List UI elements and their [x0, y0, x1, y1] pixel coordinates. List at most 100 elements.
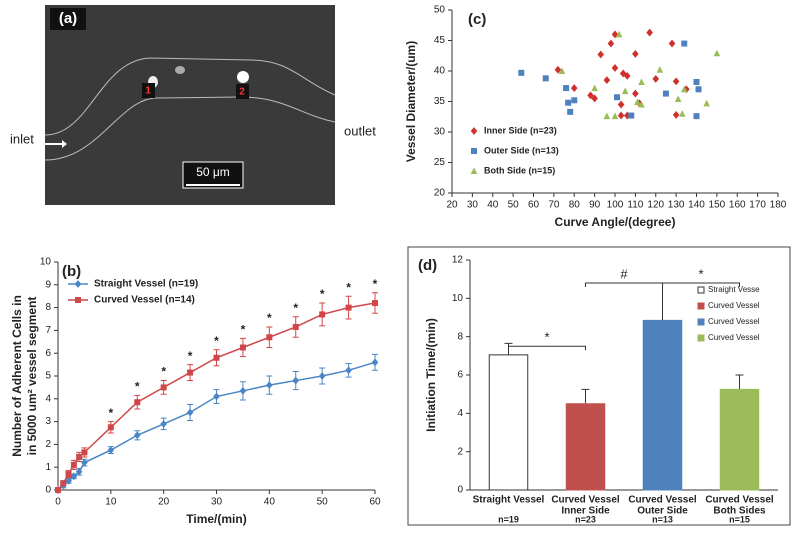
marker [471, 148, 477, 154]
y-tick-label: 1 [45, 462, 51, 473]
bracket-label: * [698, 266, 703, 281]
cell [237, 71, 249, 83]
y-tick-label: 50 [434, 5, 446, 16]
y-tick-label: 4 [45, 393, 51, 404]
marker [591, 84, 598, 92]
n-label: n=19 [498, 514, 519, 524]
marker [345, 304, 352, 311]
marker [371, 358, 379, 367]
marker [668, 39, 676, 48]
legend-swatch [697, 286, 705, 294]
marker [680, 85, 688, 93]
y-tick-label: 0 [45, 485, 51, 496]
marker [617, 111, 625, 120]
y-tick-label: 5 [45, 371, 51, 382]
legend-label: Straight Vesse [708, 285, 760, 294]
bracket-label: # [620, 266, 628, 281]
x-tick-label: Straight Vessel [473, 495, 545, 506]
y-tick-label: 6 [45, 348, 51, 359]
panel-frame [407, 246, 791, 526]
y-tick-label: 0 [457, 485, 463, 496]
x-tick-label: 0 [55, 497, 61, 508]
y-tick-label: 8 [457, 331, 463, 342]
legend-label: Inner Side (n=23) [484, 125, 557, 135]
marker [213, 392, 220, 401]
image-panel: (a) 1 2 inlet outlet 50 μm [10, 5, 376, 205]
marker [563, 85, 570, 92]
panel-label: (d) [418, 257, 437, 274]
marker [611, 112, 619, 120]
marker [570, 84, 578, 92]
x-tick-label: 10 [105, 497, 117, 508]
inlet-label: inlet [10, 131, 34, 146]
x-tick-label: 120 [647, 200, 664, 211]
marker [678, 110, 686, 117]
x-tick-label: 100 [607, 200, 624, 211]
x-tick-label: 60 [528, 200, 540, 211]
marker [186, 408, 194, 417]
vessel-wall [44, 96, 336, 161]
marker [239, 386, 247, 395]
x-tick-label: 180 [770, 200, 787, 211]
marker [266, 334, 273, 341]
marker [542, 75, 549, 82]
marker [713, 49, 721, 57]
marker [571, 97, 578, 104]
x-axis-title: Time/(min) [186, 512, 246, 526]
marker [634, 98, 641, 106]
marker [65, 476, 72, 485]
significance-mark: * [373, 277, 378, 291]
outlet-label: outlet [344, 123, 376, 138]
legend-swatch [697, 318, 705, 326]
significance-mark: * [293, 301, 298, 315]
legend-label: Curved Vessel [708, 333, 760, 342]
marker [70, 461, 77, 468]
marker [621, 87, 629, 95]
x-tick-label: 160 [729, 200, 746, 211]
significance-mark: * [135, 380, 140, 394]
x-tick-label: 90 [589, 200, 601, 211]
marker [213, 354, 220, 361]
x-tick-label: Outer Side [637, 506, 688, 517]
legend-swatch [697, 302, 705, 310]
y-tick-label: 35 [434, 96, 446, 107]
n-label: n=13 [652, 514, 673, 524]
x-tick-label: 50 [317, 497, 329, 508]
vessel-wall [44, 57, 336, 136]
legend-swatch [697, 334, 705, 342]
bar [565, 403, 606, 491]
significance-mark: * [161, 365, 166, 379]
marker [74, 280, 82, 288]
significance-mark: * [241, 323, 246, 337]
y-tick-label: 7 [45, 325, 51, 336]
y-tick-label: 2 [45, 439, 51, 450]
y-axis-title: Number of Adherent Cells in [10, 295, 24, 457]
marker [319, 311, 326, 318]
marker [597, 50, 605, 59]
significance-mark: * [188, 349, 193, 363]
marker [693, 78, 700, 85]
marker [638, 100, 645, 108]
marker [107, 446, 115, 454]
marker [587, 91, 594, 100]
x-tick-label: 110 [627, 200, 643, 211]
y-tick-label: 45 [434, 35, 446, 46]
y-tick-label: 10 [40, 257, 52, 268]
marker [672, 77, 680, 86]
x-tick-label: 150 [709, 200, 726, 211]
marker [60, 480, 67, 487]
legend-label: Straight Vessel (n=19) [94, 279, 198, 290]
marker [75, 297, 81, 303]
y-tick-label: 3 [45, 416, 51, 427]
marker [292, 323, 299, 330]
label-box [50, 8, 86, 30]
label-box [142, 83, 155, 98]
panel-label: (a) [59, 10, 77, 27]
bar [488, 354, 529, 491]
y-axis-title: in 5000 um² vessel segment [25, 297, 39, 456]
marker [617, 100, 625, 109]
series-line [57, 361, 376, 491]
y-tick-label: 12 [452, 255, 464, 266]
marker [81, 458, 88, 467]
